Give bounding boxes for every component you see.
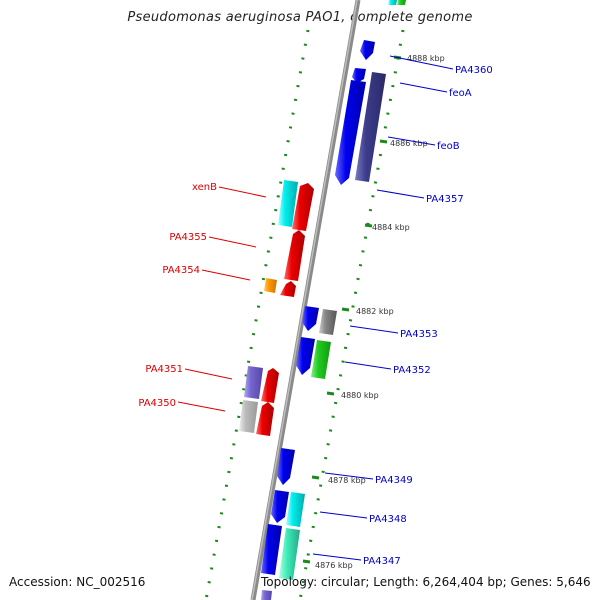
gene-feature-pa4357 xyxy=(335,80,366,185)
reverse-label-leaders xyxy=(177,186,267,412)
gene-feature-pa4354 xyxy=(280,281,296,297)
forward-gene-features xyxy=(261,0,406,600)
gene-feature-pa4349 xyxy=(277,448,295,485)
kbp-labels: 4888 kbp 4886 kbp 4884 kbp 4882 kbp 4880… xyxy=(315,54,445,570)
kbp-label: 4884 kbp xyxy=(372,223,410,232)
gene-label-pa4354[interactable]: PA4354 xyxy=(162,265,200,276)
reverse-gene-features xyxy=(239,180,314,436)
gene-feature-pa4354-orange xyxy=(264,278,277,293)
kbp-label: 4878 kbp xyxy=(328,476,366,485)
gene-label-pa4347[interactable]: PA4347 xyxy=(363,556,401,567)
gene-feature-pa4347 xyxy=(261,524,282,575)
gene-feature-feob xyxy=(355,72,386,182)
gene-label-pa4357[interactable]: PA4357 xyxy=(426,194,464,205)
forward-gene-labels: PA4360 feoA feoB PA4357 PA4353 PA4352 PA… xyxy=(363,65,493,567)
accession-text: Accession: NC_002516 xyxy=(9,575,146,589)
gene-feature-pa4353 xyxy=(302,306,319,331)
gene-feature-pa4350-grey xyxy=(239,400,258,433)
genome-backbone xyxy=(250,0,361,600)
gene-feature-top-partial xyxy=(388,0,397,5)
genome-summary-text: Topology: circular; Length: 6,264,404 bp… xyxy=(261,575,591,589)
gene-label-feoa[interactable]: feoA xyxy=(449,88,472,99)
gene-feature-pa4352 xyxy=(296,337,315,375)
kbp-label: 4880 kbp xyxy=(341,391,379,400)
gene-label-pa4348[interactable]: PA4348 xyxy=(369,514,407,525)
gene-label-pa4349[interactable]: PA4349 xyxy=(375,475,413,486)
gene-feature-pa4351 xyxy=(261,368,279,403)
kbp-label: 4876 kbp xyxy=(315,561,353,570)
gene-feature-feoa xyxy=(352,68,366,83)
gene-label-pa4360[interactable]: PA4360 xyxy=(455,65,493,76)
kbp-label: 4886 kbp xyxy=(390,139,428,148)
genome-backbone-highlight xyxy=(251,0,358,600)
gene-label-pa4351[interactable]: PA4351 xyxy=(145,364,183,375)
gene-label-pa4353[interactable]: PA4353 xyxy=(400,329,438,340)
gene-feature-pa4360 xyxy=(360,40,375,60)
gene-feature-pa4355 xyxy=(284,230,305,281)
gene-feature-pa4353-grey xyxy=(319,309,337,335)
gene-feature-pa4348-cyan xyxy=(286,492,305,527)
forward-label-leaders xyxy=(312,55,454,561)
gene-feature-pa4347-mint xyxy=(279,528,300,580)
kbp-label: 4882 kbp xyxy=(356,307,394,316)
gene-feature-pa4352-green xyxy=(311,340,331,379)
kbp-label: 4888 kbp xyxy=(407,54,445,63)
gene-feature-xenb xyxy=(292,183,314,231)
gene-feature-pa4351-purple xyxy=(244,366,263,399)
gene-feature-pa4348 xyxy=(271,490,289,523)
gene-label-pa4352[interactable]: PA4352 xyxy=(393,365,431,376)
map-title: Pseudomonas aeruginosa PAO1, complete ge… xyxy=(127,10,473,25)
gene-label-xenb[interactable]: xenB xyxy=(192,182,217,193)
gene-label-pa4355[interactable]: PA4355 xyxy=(169,232,207,243)
gene-feature-xenb-cyan xyxy=(278,180,298,227)
gene-label-pa4350[interactable]: PA4350 xyxy=(138,398,176,409)
gene-label-feob[interactable]: feoB xyxy=(437,141,460,152)
reverse-gene-labels: xenB PA4355 PA4354 PA4351 PA4350 xyxy=(138,182,217,409)
gene-feature-pa4350 xyxy=(256,402,274,436)
